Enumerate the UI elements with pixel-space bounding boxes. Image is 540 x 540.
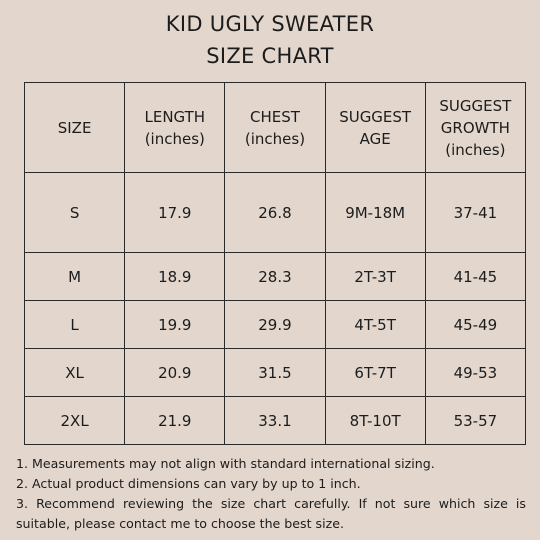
- table-row: S 17.9 26.8 9M-18M 37-41: [23, 172, 527, 253]
- header-suggest-growth-line2: GROWTH: [440, 118, 510, 137]
- table-row: L 19.9 29.9 4T-5T 45-49: [23, 300, 527, 349]
- cell-age: 4T-5T: [324, 300, 426, 349]
- header-suggest-age-line2: AGE: [359, 129, 391, 148]
- cell-size: L: [23, 300, 126, 349]
- header-chest-unit: (inches): [244, 129, 306, 148]
- header-suggest-growth: SUGGEST GROWTH (inches): [424, 82, 527, 173]
- cell-growth: 41-45: [424, 252, 527, 301]
- cell-age: 9M-18M: [324, 172, 426, 253]
- cell-size: M: [23, 252, 126, 301]
- header-length-label: LENGTH: [144, 107, 206, 126]
- cell-chest: 26.8: [224, 172, 326, 253]
- title-line-1: KID UGLY SWEATER: [165, 12, 375, 36]
- cell-age: 6T-7T: [324, 348, 426, 397]
- header-chest-label: CHEST: [250, 107, 300, 126]
- cell-chest: 29.9: [224, 300, 326, 349]
- cell-chest: 33.1: [224, 396, 326, 445]
- table-header-row: SIZE LENGTH (inches) CHEST (inches) SUGG…: [23, 82, 527, 173]
- cell-length: 21.9: [124, 396, 226, 445]
- cell-age: 8T-10T: [324, 396, 426, 445]
- note-3: 3. Recommend reviewing the size chart ca…: [16, 496, 526, 531]
- note-1: 1. Measurements may not align with stand…: [16, 456, 435, 471]
- cell-growth: 45-49: [424, 300, 527, 349]
- header-size: SIZE: [23, 82, 126, 173]
- page-title: KID UGLY SWEATER SIZE CHART: [0, 8, 540, 72]
- cell-size: 2XL: [23, 396, 126, 445]
- table-row: 2XL 21.9 33.1 8T-10T 53-57: [23, 396, 527, 445]
- header-suggest-growth-unit: (inches): [445, 140, 506, 159]
- cell-size: S: [23, 172, 126, 253]
- cell-age: 2T-3T: [324, 252, 426, 301]
- header-chest: CHEST (inches): [224, 82, 326, 173]
- header-size-label: SIZE: [57, 118, 92, 137]
- header-length-unit: (inches): [144, 129, 205, 148]
- cell-size: XL: [23, 348, 126, 397]
- table-row: XL 20.9 31.5 6T-7T 49-53: [23, 348, 527, 397]
- cell-growth: 53-57: [424, 396, 527, 445]
- cell-growth: 49-53: [424, 348, 527, 397]
- title-line-2: SIZE CHART: [206, 44, 334, 68]
- size-chart-table: SIZE LENGTH (inches) CHEST (inches) SUGG…: [23, 82, 527, 445]
- cell-length: 19.9: [124, 300, 226, 349]
- cell-growth: 37-41: [424, 172, 527, 253]
- cell-length: 18.9: [124, 252, 226, 301]
- cell-chest: 28.3: [224, 252, 326, 301]
- cell-chest: 31.5: [224, 348, 326, 397]
- cell-length: 20.9: [124, 348, 226, 397]
- header-suggest-growth-line1: SUGGEST: [439, 96, 512, 115]
- header-suggest-age: SUGGEST AGE: [324, 82, 426, 173]
- cell-length: 17.9: [124, 172, 226, 253]
- header-length: LENGTH (inches): [124, 82, 226, 173]
- size-notes: 1. Measurements may not align with stand…: [16, 454, 526, 534]
- table-row: M 18.9 28.3 2T-3T 41-45: [23, 252, 527, 301]
- note-2: 2. Actual product dimensions can vary by…: [16, 476, 361, 491]
- header-suggest-age-line1: SUGGEST: [339, 107, 412, 126]
